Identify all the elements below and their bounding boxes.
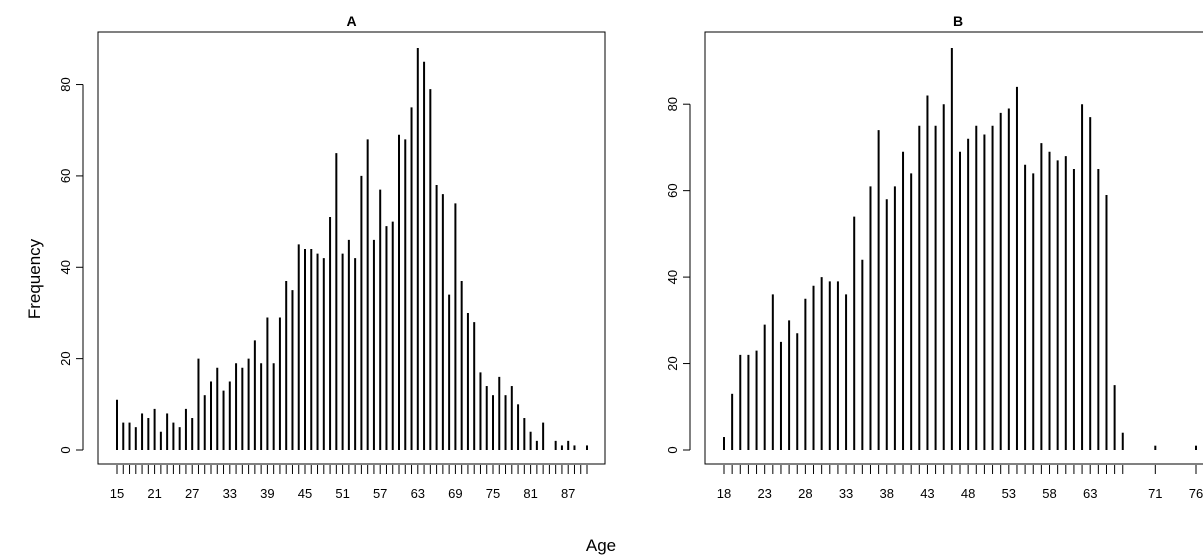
panel-a-y-tick-label-80: 80 [58,77,73,91]
panel-b-x-tick-label-43: 43 [920,486,934,501]
y-axis-title: Frequency [25,238,44,319]
panel-b-title: B [953,13,963,29]
panel-b-frame [704,31,1203,465]
panel-b-x-tick-label-63: 63 [1083,486,1097,501]
panel-a-y-tick-label-40: 40 [58,260,73,274]
panel-b-x-tick-label-76: 76 [1189,486,1203,501]
panel-a-y-tick-label-20: 20 [58,351,73,365]
panel-b-x-tick-label-38: 38 [880,486,894,501]
panel-a-y-tick-label-0: 0 [58,446,73,453]
panel-b-bars [723,48,1197,450]
x-axis-title: Age [586,536,616,555]
panel-a-x-tick-label-69: 69 [448,486,462,501]
panel-b-x-tick-label-58: 58 [1042,486,1056,501]
panel-a-x-tick-label-27: 27 [185,486,199,501]
panel-b: B 18 23 28 33 38 43 48 53 58 63 71 76 0 20 40 60 80 [665,13,1203,501]
panel-a-x-tick-label-63: 63 [411,486,425,501]
panel-b-x-tick-label-18: 18 [717,486,731,501]
panel-a-x-tick-label-39: 39 [260,486,274,501]
panel-a-x-tick-label-45: 45 [298,486,312,501]
panel-a-title: A [346,13,356,29]
panel-b-y-axis: 0 20 40 60 80 [665,97,691,454]
panel-b-x-axis: 18 23 28 33 38 43 48 53 58 63 71 76 [717,465,1203,501]
panel-b-y-tick-label-80: 80 [665,97,680,111]
panel-a-x-tick-label-75: 75 [486,486,500,501]
panel-a-x-tick-label-81: 81 [523,486,537,501]
panel-b-x-tick-label-33: 33 [839,486,853,501]
panel-a-y-axis: 0 20 40 60 80 [58,77,84,454]
panel-b-x-tick-label-23: 23 [757,486,771,501]
panel-b-y-tick-label-20: 20 [665,356,680,370]
panel-a: A 15 21 27 33 39 45 51 57 63 69 75 81 87 0 20 40 60 80 [58,13,606,501]
panel-a-bars [116,48,588,450]
panel-b-x-tick-label-53: 53 [1002,486,1016,501]
panel-a-x-tick-label-15: 15 [110,486,124,501]
panel-a-x-axis: 15 21 27 33 39 45 51 57 63 69 75 81 87 [110,465,588,501]
panel-b-y-tick-label-40: 40 [665,270,680,284]
panel-a-x-tick-label-33: 33 [223,486,237,501]
panel-a-x-tick-label-51: 51 [335,486,349,501]
panel-a-x-tick-label-21: 21 [147,486,161,501]
panel-a-x-tick-label-87: 87 [561,486,575,501]
panel-a-frame [97,31,606,465]
panel-a-x-tick-label-57: 57 [373,486,387,501]
panel-a-y-tick-label-60: 60 [58,169,73,183]
panel-b-x-tick-label-71: 71 [1148,486,1162,501]
panel-b-x-tick-label-28: 28 [798,486,812,501]
panel-b-y-tick-label-0: 0 [665,446,680,453]
panel-b-x-tick-label-48: 48 [961,486,975,501]
panel-b-y-tick-label-60: 60 [665,183,680,197]
